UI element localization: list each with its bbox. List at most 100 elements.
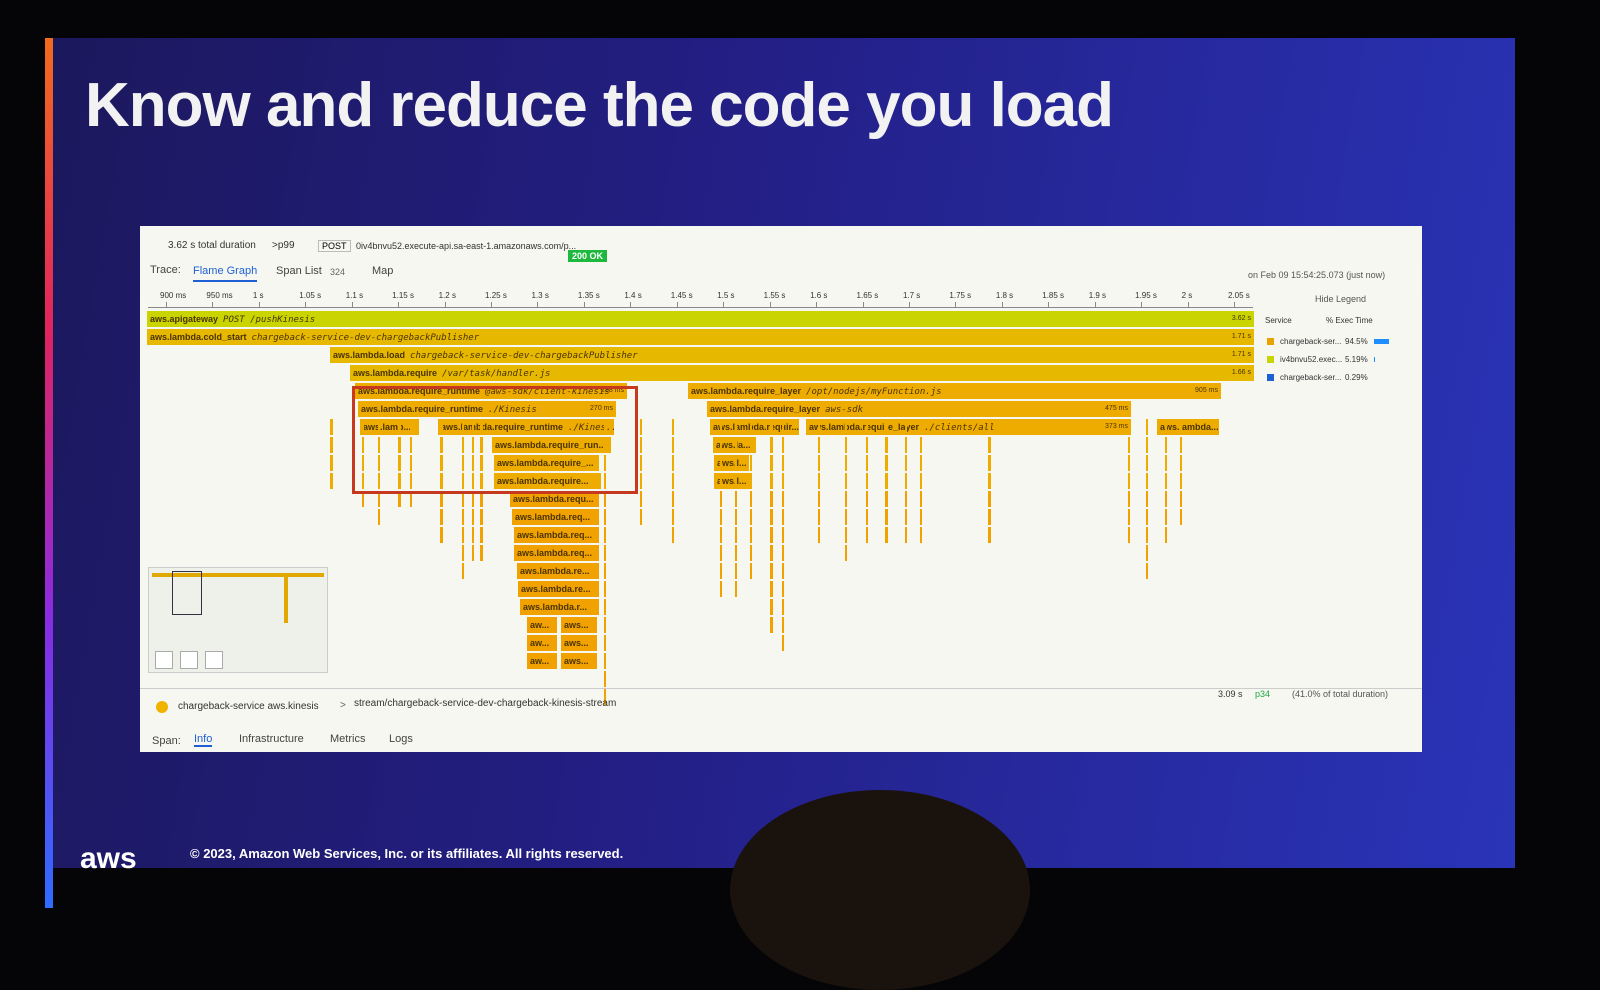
flame-frame[interactable]: aws... bbox=[561, 617, 598, 633]
flame-sliver bbox=[885, 473, 888, 489]
flame-sliver bbox=[770, 563, 773, 579]
flame-sliver bbox=[782, 635, 784, 651]
flame-frame[interactable]: aw... bbox=[527, 653, 558, 669]
flame-sliver bbox=[672, 491, 674, 507]
flame-frame[interactable]: aw... bbox=[527, 617, 558, 633]
zoom-button[interactable] bbox=[155, 651, 173, 669]
flame-frame[interactable]: aw... bbox=[527, 635, 558, 651]
flame-sliver bbox=[866, 491, 868, 507]
flame-sliver bbox=[720, 437, 722, 453]
flame-frame[interactable]: aws.lambda.re... bbox=[518, 581, 600, 597]
flame-sliver bbox=[750, 491, 752, 507]
flame-sliver bbox=[750, 527, 752, 543]
flame-sliver bbox=[604, 635, 606, 651]
flame-sliver bbox=[988, 509, 991, 525]
span-tab[interactable]: Infrastructure bbox=[239, 733, 304, 745]
flame-sliver bbox=[818, 491, 820, 507]
duration: 3.62 s total duration bbox=[168, 240, 256, 251]
flame-frame[interactable]: aws.lambda.r... bbox=[520, 599, 600, 615]
frame-name: aws.lambda.cold_start bbox=[150, 332, 247, 342]
flame-frame[interactable]: aws.lambda.req... bbox=[512, 509, 600, 525]
flame-sliver bbox=[720, 473, 722, 489]
legend-swatch bbox=[1267, 338, 1274, 345]
flame-sliver bbox=[885, 491, 888, 507]
zoom-button[interactable] bbox=[180, 651, 198, 669]
axis-tick-label: 1 s bbox=[253, 291, 264, 300]
flame-sliver bbox=[1146, 437, 1148, 453]
flame-frame[interactable]: aws... bbox=[561, 653, 598, 669]
flame-sliver bbox=[845, 455, 847, 471]
flame-sliver bbox=[640, 455, 642, 471]
hide-legend[interactable]: Hide Legend bbox=[1315, 294, 1366, 304]
flame-sliver bbox=[720, 419, 722, 435]
flame-frame[interactable]: aws.lambda.require_layer/opt/nodejs/myFu… bbox=[688, 383, 1222, 399]
flame-sliver bbox=[1146, 419, 1148, 435]
axis-tick bbox=[909, 302, 910, 307]
axis-tick-label: 1.35 s bbox=[578, 291, 600, 300]
flame-sliver bbox=[720, 509, 722, 525]
flame-frame[interactable]: aws.lambda.re... bbox=[517, 563, 600, 579]
flame-sliver bbox=[782, 599, 784, 615]
legend-bar bbox=[1374, 339, 1389, 344]
flame-frame[interactable]: aws.lambda.requir... bbox=[710, 419, 800, 435]
frame-name: aw... bbox=[530, 638, 549, 648]
status: 200 OK bbox=[568, 250, 607, 262]
legend-pct: 5.19% bbox=[1345, 355, 1368, 364]
flame-frame[interactable]: aws... bbox=[561, 635, 598, 651]
flame-sliver bbox=[845, 527, 847, 543]
flame-sliver bbox=[735, 437, 737, 453]
flame-sliver bbox=[905, 419, 907, 435]
tabs-label: Trace: bbox=[150, 264, 181, 276]
flame-sliver bbox=[604, 599, 606, 615]
flame-sliver bbox=[750, 563, 752, 579]
flame-sliver bbox=[672, 437, 674, 453]
frame-name: aws.lambda.requir... bbox=[713, 422, 799, 432]
axis-tick-label: 1.1 s bbox=[346, 291, 363, 300]
flame-sliver bbox=[905, 455, 907, 471]
flame-sliver bbox=[330, 473, 333, 489]
span-tab[interactable]: Logs bbox=[389, 733, 413, 745]
flame-sliver bbox=[640, 509, 642, 525]
axis-tick-label: 1.7 s bbox=[903, 291, 920, 300]
flame-sliver bbox=[920, 473, 922, 489]
flame-sliver bbox=[905, 509, 907, 525]
flame-sliver bbox=[472, 527, 474, 543]
flame-sliver bbox=[920, 527, 922, 543]
flame-sliver bbox=[866, 419, 868, 435]
flame-sliver bbox=[866, 527, 868, 543]
flame-frame[interactable]: aws.lambda.req... bbox=[514, 527, 600, 543]
frame-detail: /opt/nodejs/myFunction.js bbox=[806, 387, 941, 397]
zoom-button[interactable] bbox=[205, 651, 223, 669]
trace-tab[interactable]: Map bbox=[372, 265, 393, 277]
span-count: 324 bbox=[330, 267, 345, 277]
axis-tick bbox=[166, 302, 167, 307]
flame-sliver bbox=[770, 455, 773, 471]
flame-sliver bbox=[735, 473, 737, 489]
flame-sliver bbox=[672, 455, 674, 471]
trace-tab[interactable]: Flame Graph bbox=[193, 265, 257, 282]
span-tab[interactable]: Metrics bbox=[330, 733, 365, 745]
flame-sliver bbox=[604, 545, 606, 561]
trace-tab[interactable]: Span List bbox=[276, 265, 322, 277]
flame-sliver bbox=[750, 419, 752, 435]
frame-detail: /var/task/handler.js bbox=[442, 369, 550, 379]
flame-sliver bbox=[818, 419, 820, 435]
flame-sliver bbox=[920, 509, 922, 525]
flame-sliver bbox=[845, 437, 847, 453]
span-tab[interactable]: Info bbox=[194, 733, 212, 747]
flame-sliver bbox=[1180, 419, 1182, 435]
flame-sliver bbox=[845, 545, 847, 561]
flame-sliver bbox=[905, 437, 907, 453]
legend-pct: 0.29% bbox=[1345, 373, 1368, 382]
legend-header: % Exec Time bbox=[1326, 316, 1373, 325]
flame-sliver bbox=[818, 455, 820, 471]
accent-bar bbox=[45, 38, 53, 908]
flame-frame[interactable]: aws.lambda.req... bbox=[514, 545, 600, 561]
flame-sliver bbox=[988, 491, 991, 507]
